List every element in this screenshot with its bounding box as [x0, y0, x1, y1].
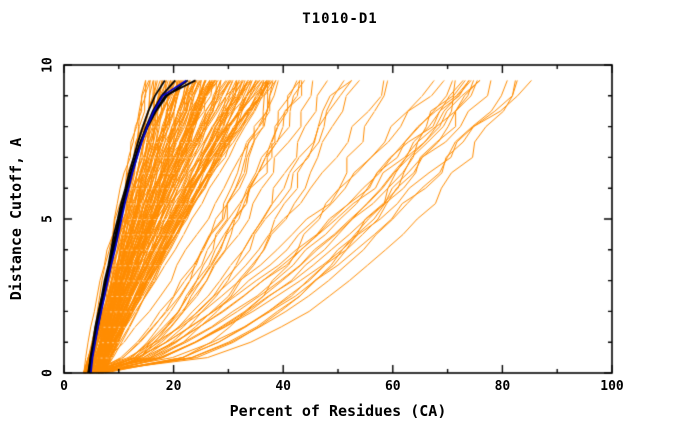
y-tick-label: 10 — [40, 57, 56, 73]
x-tick-label: 60 — [384, 379, 401, 394]
y-tick-label: 5 — [40, 215, 56, 223]
x-axis-label: Percent of Residues (CA) — [229, 402, 447, 420]
chart-title: T1010-D1 — [302, 11, 378, 27]
x-tick-label: 100 — [600, 379, 624, 394]
y-tick-label: 0 — [40, 369, 56, 377]
x-tick-label: 0 — [60, 379, 68, 394]
y-axis-label: Distance Cutoff, A — [7, 137, 25, 301]
x-tick-label: 20 — [165, 379, 182, 394]
x-tick-label: 40 — [275, 379, 292, 394]
x-tick-label: 80 — [494, 379, 511, 394]
